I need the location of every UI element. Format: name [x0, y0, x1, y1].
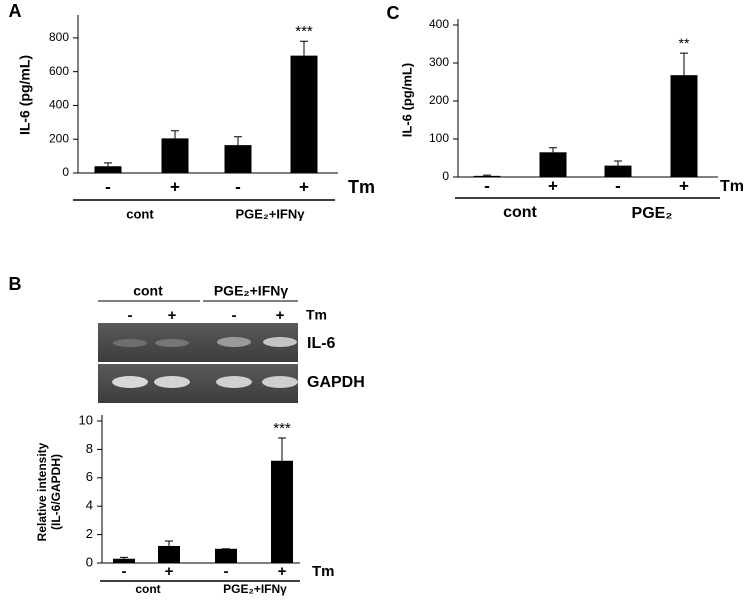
gel-lane-label: - — [128, 307, 133, 324]
gel-row-label: GAPDH — [307, 374, 365, 391]
x-tick-label: - — [484, 176, 490, 195]
significance-label: *** — [273, 420, 291, 437]
group-label: cont — [126, 206, 154, 221]
panel-label: C — [387, 3, 400, 23]
x-tick-label: + — [548, 176, 558, 195]
x-tick-label: - — [224, 563, 229, 580]
group-label: cont — [503, 204, 537, 221]
bar — [215, 548, 237, 563]
y-tick-label: 600 — [49, 64, 69, 78]
error-bar — [614, 160, 622, 166]
bar — [113, 558, 135, 563]
bar — [604, 165, 632, 177]
gel-row-label: IL-6 — [307, 335, 336, 352]
y-tick-label: 200 — [429, 93, 449, 107]
group-label: PGE₂+IFNγ — [223, 582, 287, 596]
x-tick-label: + — [679, 176, 689, 195]
error-bar — [234, 136, 242, 146]
bar — [539, 152, 567, 177]
gel-lane-label: - — [232, 307, 237, 324]
bar — [158, 545, 180, 563]
error-bar — [171, 130, 179, 139]
y-tick-label: 4 — [86, 498, 93, 513]
gel-group-label: cont — [133, 283, 163, 299]
y-tick-label: 400 — [429, 17, 449, 31]
x-tick-label: - — [615, 176, 621, 195]
group-label: PGE₂ — [632, 205, 673, 222]
y-axis-label: (IL-6/GAPDH) — [49, 454, 63, 530]
y-axis-label: Relative intensity — [35, 442, 49, 541]
bar — [161, 138, 189, 173]
y-tick-label: 800 — [49, 30, 69, 44]
tm-label: Tm — [312, 563, 335, 580]
bar — [271, 460, 293, 563]
y-axis-label: IL-6 (pg/mL) — [399, 63, 414, 137]
y-tick-label: 0 — [62, 165, 69, 179]
x-tick-label: + — [165, 563, 174, 580]
y-tick-label: 300 — [429, 55, 449, 69]
error-bar — [104, 162, 112, 167]
y-tick-label: 8 — [86, 441, 93, 456]
gel-lane-label: + — [168, 307, 177, 324]
y-axis-label: IL-6 (pg/mL) — [17, 55, 33, 135]
error-bar — [300, 40, 308, 56]
bar — [94, 166, 122, 173]
y-tick-label: 0 — [86, 554, 93, 569]
error-bar — [165, 540, 173, 546]
x-tick-label: + — [170, 177, 180, 196]
y-tick-label: 2 — [86, 526, 93, 541]
y-tick-label: 0 — [442, 169, 449, 183]
x-tick-label: - — [122, 563, 127, 580]
x-tick-label: - — [235, 177, 241, 196]
gel-image — [98, 323, 298, 403]
tm-label: Tm — [720, 178, 744, 195]
gel-lane-label: + — [276, 307, 285, 324]
group-label: cont — [135, 582, 160, 596]
bar — [473, 175, 501, 177]
panel-label: A — [9, 1, 22, 21]
bar — [670, 75, 698, 177]
y-tick-label: 6 — [86, 469, 93, 484]
error-bar — [120, 556, 128, 559]
x-tick-label: - — [105, 177, 111, 196]
tm-label: Tm — [348, 177, 375, 197]
group-label: PGE₂+IFNγ — [236, 206, 306, 221]
y-tick-label: 200 — [49, 131, 69, 145]
error-bar — [680, 52, 688, 76]
error-bar — [278, 437, 286, 461]
significance-label: ** — [679, 35, 690, 51]
y-tick-label: 400 — [49, 98, 69, 112]
gel-tm-label: Tm — [306, 307, 327, 323]
x-tick-label: + — [299, 177, 309, 196]
significance-label: *** — [295, 23, 313, 40]
panel-label: B — [9, 274, 22, 294]
gel-group-label: PGE₂+IFNγ — [214, 283, 289, 299]
error-bar — [549, 147, 557, 153]
bar — [290, 55, 318, 173]
y-tick-label: 10 — [79, 412, 93, 427]
bar — [224, 145, 252, 173]
error-bar — [483, 174, 491, 176]
x-tick-label: + — [278, 563, 287, 580]
y-tick-label: 100 — [429, 131, 449, 145]
